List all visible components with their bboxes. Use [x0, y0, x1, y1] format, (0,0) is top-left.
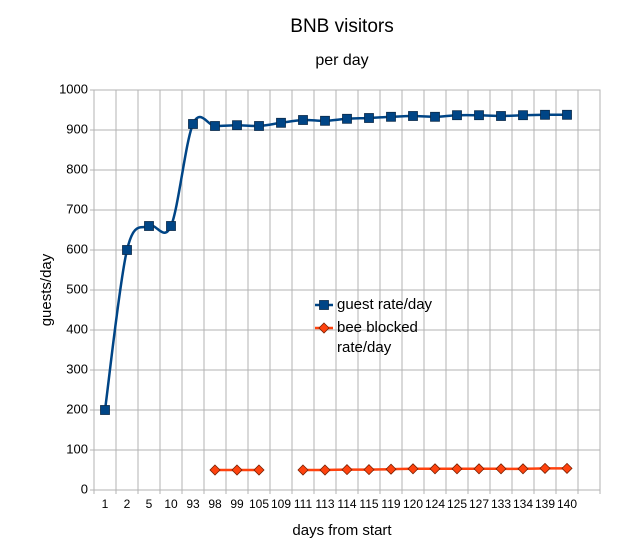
marker: [474, 110, 484, 121]
marker: [429, 463, 441, 475]
y-tick-label: 900: [66, 121, 88, 136]
legend-label: guest rate/day: [337, 296, 433, 313]
marker: [364, 113, 374, 123]
marker: [276, 117, 286, 128]
marker: [253, 464, 265, 476]
y-tick-label: 1000: [59, 81, 88, 96]
marker: [297, 464, 309, 476]
marker: [318, 322, 330, 334]
x-tick-label: 127: [469, 497, 489, 511]
marker: [209, 464, 221, 476]
marker: [363, 464, 375, 476]
marker: [518, 110, 528, 121]
marker: [341, 464, 353, 476]
y-tick-label: 600: [66, 241, 88, 256]
x-tick-label: 139: [535, 497, 555, 511]
x-tick-label: 114: [337, 497, 356, 511]
y-tick-label: 300: [66, 361, 88, 376]
marker: [231, 464, 243, 476]
y-tick-label: 500: [66, 281, 88, 296]
x-tick-label: 111: [294, 497, 313, 511]
y-tick-label: 700: [66, 201, 88, 216]
x-tick-label: 109: [271, 497, 291, 511]
marker: [188, 119, 198, 129]
marker: [342, 113, 352, 124]
marker: [166, 221, 176, 231]
marker: [386, 111, 396, 122]
marker: [562, 109, 572, 120]
x-tick-label: 2: [124, 497, 131, 511]
marker: [473, 463, 485, 475]
marker: [210, 121, 220, 131]
marker: [254, 121, 264, 131]
x-tick-label: 5: [146, 497, 153, 511]
y-axis-label: guests/day: [38, 253, 55, 326]
y-tick-label: 100: [66, 441, 88, 456]
x-tick-label: 133: [491, 497, 511, 511]
marker: [122, 245, 132, 255]
chart-subtitle: per day: [315, 52, 368, 69]
marker: [298, 115, 308, 125]
y-tick-label: 400: [66, 321, 88, 336]
x-axis-label: days from start: [292, 522, 392, 539]
marker: [320, 115, 330, 126]
marker: [452, 110, 462, 121]
marker: [385, 463, 397, 475]
legend-label: bee blocked rate/day: [337, 319, 418, 356]
y-tick-label: 0: [81, 481, 88, 496]
marker: [319, 464, 331, 476]
marker: [561, 462, 573, 474]
x-tick-label: 10: [164, 497, 178, 511]
marker: [495, 463, 507, 475]
marker: [430, 111, 440, 122]
marker: [100, 405, 110, 415]
x-tick-label: 134: [513, 497, 533, 511]
chart-title: BNB visitors: [290, 16, 393, 37]
y-tick-label: 800: [66, 161, 88, 176]
x-tick-label: 105: [249, 497, 269, 511]
x-tick-label: 125: [447, 497, 467, 511]
x-tick-label: 93: [186, 497, 200, 511]
marker: [407, 463, 419, 475]
marker: [540, 109, 550, 120]
x-tick-label: 119: [381, 497, 400, 511]
marker: [408, 111, 418, 121]
x-tick-label: 113: [315, 497, 334, 511]
marker: [144, 221, 154, 231]
x-tick-label: 124: [425, 497, 445, 511]
marker: [539, 462, 551, 474]
x-tick-label: 140: [557, 497, 577, 511]
x-tick-label: 120: [403, 497, 423, 511]
marker: [517, 463, 529, 475]
marker: [319, 300, 329, 310]
marker: [451, 463, 463, 475]
marker: [232, 120, 242, 131]
marker: [496, 111, 506, 121]
x-tick-label: 115: [359, 497, 378, 511]
y-tick-label: 200: [66, 401, 88, 416]
x-tick-label: 98: [208, 497, 222, 511]
x-tick-label: 99: [230, 497, 244, 511]
x-tick-label: 1: [102, 497, 109, 511]
